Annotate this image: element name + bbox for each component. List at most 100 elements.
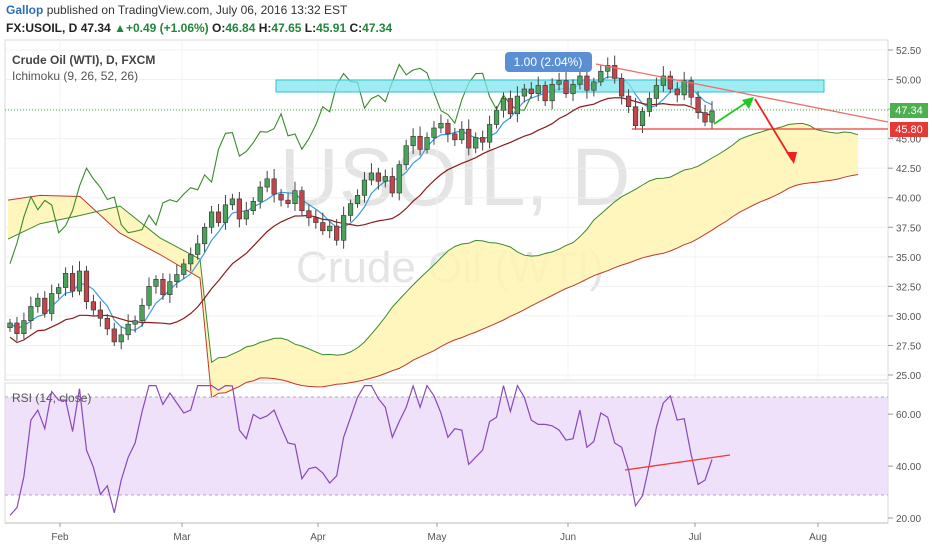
candle-body <box>480 137 486 143</box>
open-label: O: <box>212 21 226 35</box>
candle-body <box>341 215 347 241</box>
leading-span-a <box>7 122 859 364</box>
y-tick-label: 40.00 <box>896 194 921 205</box>
x-tick-label: May <box>428 532 447 543</box>
price-change: +0.49 (+1.06%) <box>125 21 209 35</box>
projection-up-arrow[interactable] <box>713 99 751 125</box>
candle-body <box>347 203 354 216</box>
candle-body <box>563 80 569 95</box>
level-badge <box>890 122 928 137</box>
measure-label: 1.00 (2.04%) <box>514 55 583 69</box>
candle-body <box>410 135 416 147</box>
projection-up-arrowhead <box>742 97 754 109</box>
candle-body <box>577 75 583 85</box>
candle-body <box>264 178 270 188</box>
candle-body <box>104 317 110 330</box>
candle-body <box>313 217 319 223</box>
candle-body <box>250 200 256 212</box>
rsi-title: RSI (14, close) <box>12 391 91 405</box>
candle-body <box>466 128 472 149</box>
candle-body <box>667 75 673 90</box>
candle-body <box>21 320 27 334</box>
projection-down-arrowhead <box>786 152 797 164</box>
y-tick-label: 45.00 <box>896 135 921 146</box>
candle-body <box>139 304 145 321</box>
descending-trendline[interactable] <box>595 63 889 123</box>
base-line <box>9 97 713 344</box>
candle-body <box>549 83 555 102</box>
candle-body <box>514 95 520 115</box>
candle-body <box>570 83 576 95</box>
candle-body <box>208 211 215 228</box>
candle-body <box>702 112 708 123</box>
close-value: 47.34 <box>362 21 393 35</box>
last-price-badge-text: 47.34 <box>895 105 923 117</box>
y-tick-label: 52.50 <box>896 46 921 57</box>
x-tick-label: Mar <box>173 532 191 543</box>
candle-body <box>292 190 298 204</box>
candle-body <box>681 80 687 96</box>
candle-body <box>473 137 479 149</box>
candle-body <box>396 164 402 194</box>
candle-body <box>306 210 312 219</box>
candle-body <box>674 88 680 96</box>
candle-body <box>174 274 180 282</box>
candle-body <box>132 320 138 325</box>
projection-down-arrow[interactable] <box>754 98 793 161</box>
candle-body <box>195 243 201 255</box>
rsi-tick-label: 20.00 <box>896 514 921 525</box>
y-tick-label: 25.00 <box>896 371 921 382</box>
quote-line: FX:USOIL, D 47.34 ▲+0.49 (+1.06%) O:46.8… <box>6 21 392 35</box>
up-arrow-icon: ▲ <box>114 21 126 35</box>
candle-body <box>632 106 639 126</box>
x-tick-label: Jul <box>689 532 702 543</box>
candle-body <box>125 323 131 336</box>
rsi-line <box>9 383 713 516</box>
candle-body <box>285 199 291 204</box>
y-tick-label: 35.00 <box>896 253 921 264</box>
candle-body <box>584 75 590 91</box>
ichimoku-cloud <box>7 122 859 399</box>
candle-body <box>389 176 395 194</box>
rsi-band <box>5 397 888 495</box>
candle-body <box>243 210 249 220</box>
author-name[interactable]: Gallop <box>6 3 44 17</box>
candle-body <box>215 211 222 223</box>
low-value: 45.91 <box>316 21 347 35</box>
candle-body <box>334 225 340 241</box>
candle-body <box>222 204 229 223</box>
candle-body <box>452 133 458 141</box>
low-label: L: <box>304 21 317 35</box>
candle-body <box>320 222 326 232</box>
leading-span-b <box>7 174 859 399</box>
x-tick-label: Feb <box>51 532 69 543</box>
candle-body <box>63 273 69 288</box>
candle-body <box>542 85 548 102</box>
candle-body <box>535 85 541 95</box>
y-tick-label: 27.50 <box>896 341 921 352</box>
rsi-divergence-line[interactable] <box>624 454 731 471</box>
candle-body <box>83 270 90 303</box>
candle-body <box>146 286 152 306</box>
candle-body <box>556 80 562 85</box>
high-label: H: <box>258 21 272 35</box>
candle-body <box>111 328 117 343</box>
candle-body <box>625 95 632 108</box>
price-axis[interactable]: 52.5050.0047.5045.0042.5040.0037.5035.00… <box>888 46 921 382</box>
high-value: 47.65 <box>271 21 302 35</box>
candle-body <box>42 297 48 314</box>
candle-body <box>76 270 83 292</box>
candle-body <box>639 111 646 126</box>
candle-body <box>424 137 430 150</box>
y-tick-label: 32.50 <box>896 282 921 293</box>
candle-body <box>619 78 625 97</box>
candle-body <box>257 186 263 202</box>
candle-body <box>653 85 659 99</box>
rsi-tick-label: 40.00 <box>896 462 921 473</box>
open-value: 46.84 <box>225 21 256 35</box>
time-axis[interactable]: Feb Mar Apr May Jun Jul Aug <box>5 522 888 543</box>
rsi-axis: 60.00 40.00 20.00 <box>888 410 921 525</box>
candle-body <box>361 179 368 196</box>
candle-body <box>695 96 701 113</box>
